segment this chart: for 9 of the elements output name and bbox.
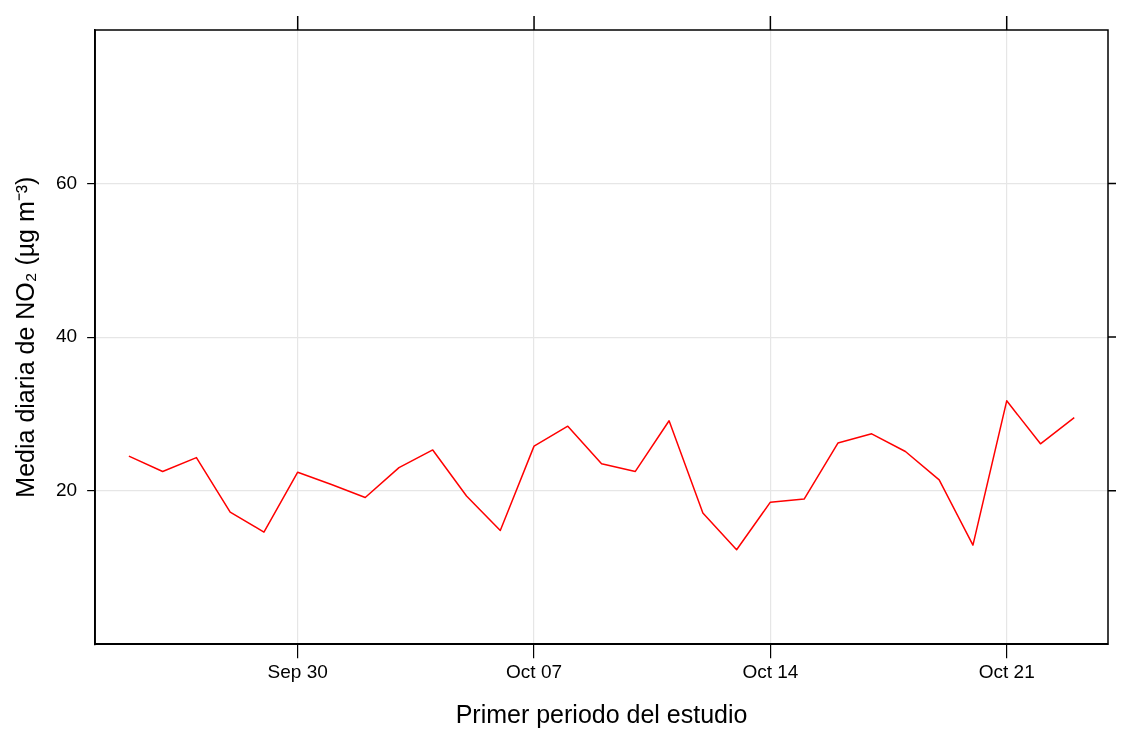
- x-tick-label: Oct 07: [506, 660, 563, 682]
- x-tick-label: Oct 21: [978, 660, 1035, 682]
- x-tick-label: Sep 30: [267, 660, 328, 682]
- y-tick-label: 20: [55, 478, 78, 500]
- y-tick-label: 60: [55, 171, 78, 193]
- y-tick-label: 40: [55, 325, 78, 347]
- y-axis-title: Media diaria de NO₂ (µg m⁻³): [10, 176, 39, 498]
- x-tick-label: Oct 14: [742, 660, 799, 682]
- x-axis-title: Primer periodo del estudio: [455, 699, 748, 728]
